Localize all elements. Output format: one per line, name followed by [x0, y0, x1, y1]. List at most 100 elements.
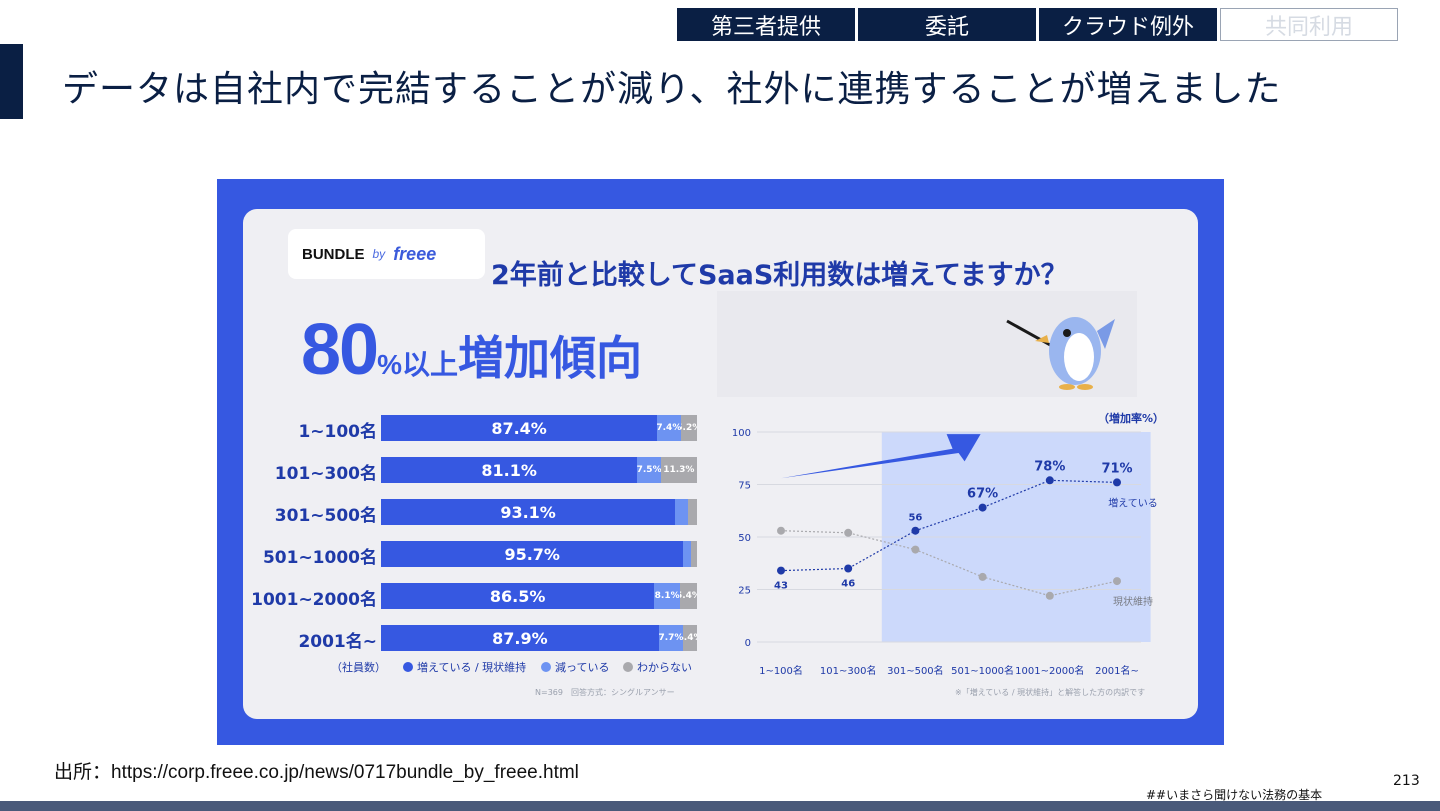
- stacked-bar: 86.5%8.1%5.4%: [381, 583, 697, 609]
- data-point: [978, 503, 987, 512]
- legend-decrease-swatch: [541, 662, 551, 672]
- headline: 80%以上増加傾向: [301, 309, 642, 391]
- tab-joint-use[interactable]: 共同利用: [1220, 8, 1398, 41]
- bar-segment: [683, 541, 692, 567]
- data-point: [1113, 478, 1121, 487]
- bar-segment: 8.1%: [654, 583, 680, 609]
- x-tick-label: 1~100名: [759, 664, 803, 677]
- data-point: [1113, 577, 1121, 586]
- data-point: [844, 564, 853, 573]
- y-tick-label: 100: [732, 428, 751, 439]
- bar-segment: 87.9%: [381, 625, 659, 651]
- stacked-bar: 81.1% 7.5% 11.3%: [381, 457, 697, 483]
- data-label: 78%: [1034, 459, 1065, 474]
- data-label: 71%: [1101, 461, 1132, 476]
- data-point: [844, 528, 853, 537]
- x-tick-label: 501~1000名: [951, 664, 1014, 677]
- bar-segment: 81.1%: [381, 457, 638, 483]
- bar-row: 301~500名 93.1%: [243, 499, 713, 527]
- bar-category-label: 1001~2000名: [251, 590, 377, 610]
- x-tick-label: 1001~2000名: [1015, 664, 1084, 677]
- bar-category-label: 101~300名: [274, 464, 377, 484]
- bar-row: 101~300名 81.1% 7.5% 11.3%: [243, 457, 713, 485]
- footnote-sample: N=369 回答方式：シングルアンサー: [535, 688, 675, 697]
- legend-unknown: わからない: [623, 659, 692, 675]
- bar-segment: 11.3%: [660, 457, 697, 483]
- bar-row: 2001名~87.9%7.7%4.4%: [243, 625, 713, 653]
- bottom-strip: [0, 801, 1440, 811]
- section-tabs: 第三者提供 委託 クラウド例外 共同利用: [677, 8, 1401, 41]
- tab-cloud-exception[interactable]: クラウド例外: [1039, 8, 1217, 41]
- data-point: [978, 572, 987, 581]
- bar-segment: 93.1%: [381, 499, 676, 525]
- figure-card: BUNDLE by freee 2年前と比較してSaaS利用数は増えてますか？ …: [243, 209, 1198, 719]
- data-point: [1045, 476, 1054, 485]
- x-tick-label: 101~300名: [820, 664, 877, 677]
- bar-row: 501~1000名 95.7%: [243, 541, 713, 569]
- data-label: 67%: [967, 487, 998, 502]
- stacked-bar: 87.9%7.7%4.4%: [381, 625, 697, 651]
- bar-segment: 4.4%: [683, 625, 697, 651]
- bar-segment: 86.5%: [381, 583, 655, 609]
- bar-category-label: 2001名~: [298, 632, 377, 652]
- bar-segment: 7.4%: [657, 415, 681, 441]
- source-citation: 出所：https://corp.freee.co.jp/news/0717bun…: [54, 762, 579, 783]
- stacked-bar: 95.7%: [381, 541, 697, 567]
- bar-segment: [675, 499, 688, 525]
- page-number: 213: [1393, 773, 1420, 789]
- y-axis-label: （増加率%）: [1098, 411, 1164, 425]
- data-label: 46: [841, 579, 855, 590]
- legend-increase-swatch: [403, 662, 413, 672]
- legend-decrease: 減っている: [541, 659, 609, 675]
- bar-category-label: 1~100名: [298, 422, 377, 442]
- bar-segment: [691, 541, 697, 567]
- headline-number: 80: [301, 310, 379, 390]
- stacked-bar: 93.1%: [381, 499, 697, 525]
- series-name-label: 増えている: [1108, 496, 1158, 509]
- tab-outsourcing[interactable]: 委託: [858, 8, 1036, 41]
- data-point: [911, 526, 920, 535]
- series-line: [780, 479, 1118, 572]
- bundle-freee-logo: BUNDLE by freee: [288, 229, 485, 279]
- logo-by: by: [372, 247, 386, 261]
- y-tick-label: 50: [738, 533, 751, 544]
- bar-segment: 87.4%: [381, 415, 658, 441]
- slide-title: データは自社内で完結することが減り、社外に連携することが増えました: [62, 69, 1282, 110]
- legend-decrease-label: 減っている: [555, 661, 610, 674]
- logo-partner: freee: [393, 243, 437, 264]
- y-tick-label: 75: [738, 481, 751, 492]
- data-point: [911, 545, 920, 554]
- footnote-breakdown: ※「増えている / 現状維持」と解答した方の内訳です: [955, 688, 1146, 697]
- penguin-mascot-icon: [1006, 317, 1115, 390]
- series-name-label: 現状維持: [1113, 595, 1153, 608]
- x-tick-label: 301~500名: [887, 664, 944, 677]
- tab-third-party[interactable]: 第三者提供: [677, 8, 855, 41]
- bar-segment: 5.4%: [679, 583, 697, 609]
- respondents-label: （社員数）: [331, 661, 386, 674]
- bar-segment: [687, 499, 697, 525]
- data-label: 56: [908, 513, 922, 524]
- headline-unit: %以上: [377, 349, 458, 380]
- data-point: [1045, 591, 1054, 600]
- bar-category-label: 301~500名: [274, 506, 377, 526]
- data-point: [777, 566, 785, 575]
- data-point: [777, 526, 785, 535]
- bar-segment: 95.7%: [381, 541, 684, 567]
- footer-hashtag: ##いまさら聞けない法務の基本: [1146, 788, 1323, 802]
- headline-emphasis: 増加傾向: [458, 332, 642, 384]
- survey-figure: BUNDLE by freee 2年前と比較してSaaS利用数は増えてますか？ …: [217, 179, 1224, 745]
- logo-brand: BUNDLE: [302, 245, 365, 263]
- legend-increase: 増えている / 現状維持: [403, 659, 526, 675]
- bar-category-label: 501~1000名: [262, 548, 377, 568]
- bar-segment: 7.5%: [637, 457, 661, 483]
- chart-title: 2年前と比較してSaaS利用数は増えてますか？: [491, 260, 1068, 291]
- title-accent-bar: [0, 44, 23, 119]
- x-tick-label: 2001名~: [1095, 664, 1139, 677]
- trend-arrow-icon: [781, 434, 981, 479]
- legend-increase-label: 増えている / 現状維持: [417, 661, 527, 674]
- legend-unknown-label: わからない: [637, 661, 692, 674]
- series-line: [780, 530, 1118, 597]
- legend-unknown-swatch: [623, 662, 633, 672]
